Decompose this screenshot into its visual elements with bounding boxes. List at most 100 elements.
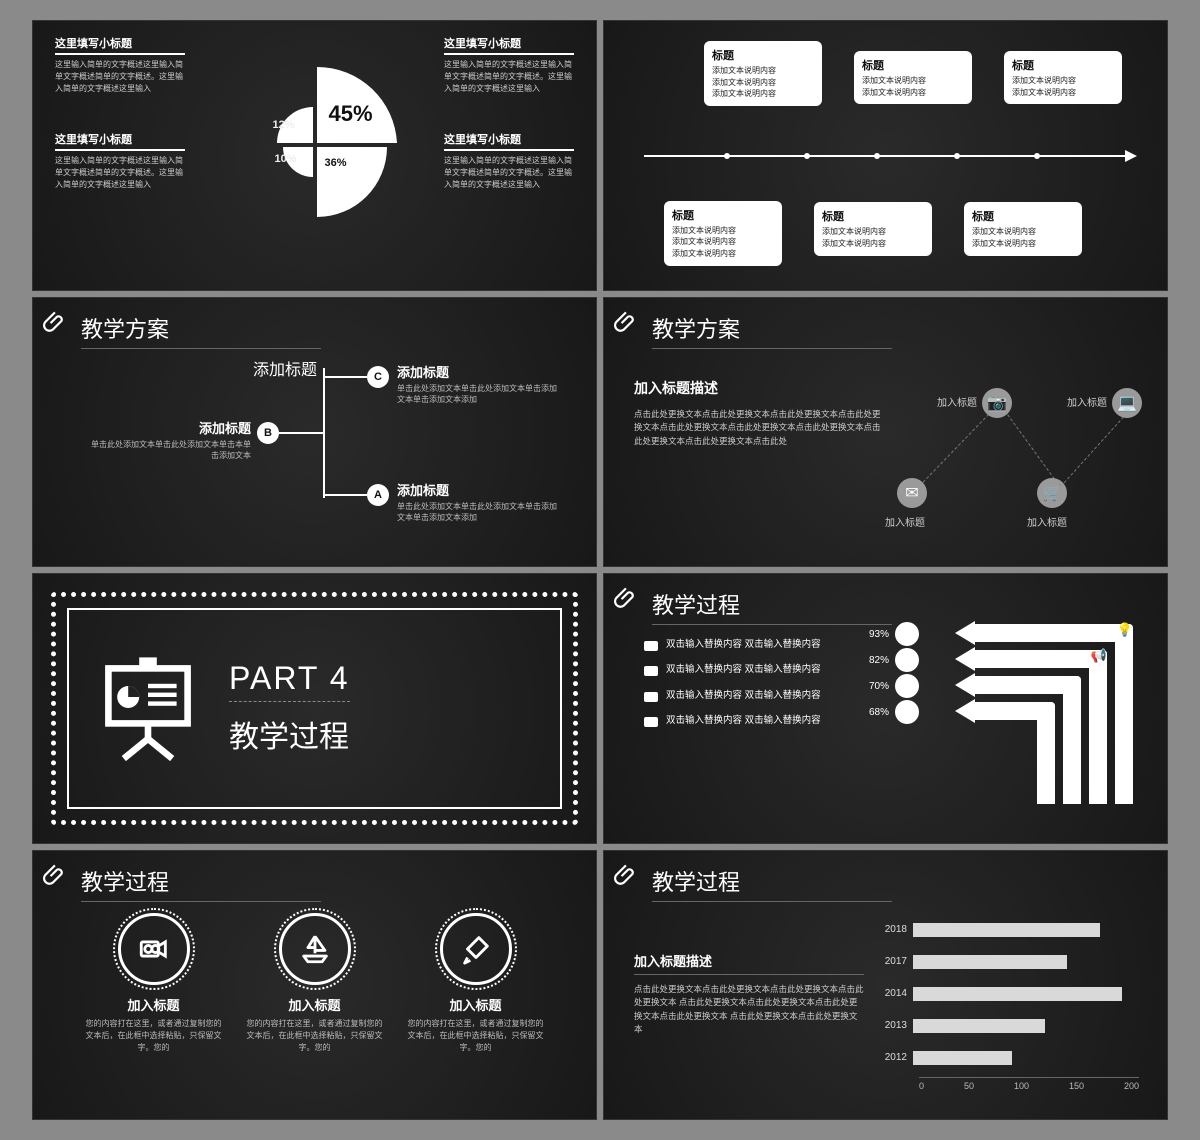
bullet-icon bbox=[644, 692, 658, 702]
boat-icon bbox=[279, 913, 351, 985]
card-body: 添加文本说明内容添加文本说明内容 bbox=[972, 226, 1074, 249]
slide-title: 教学过程 bbox=[81, 865, 321, 902]
timeline-dot bbox=[874, 153, 880, 159]
slide-pie-quarters: 这里填写小标题 这里输入简单的文字概述这里输入简单文字概述简单的文字概述。这里输… bbox=[32, 20, 597, 291]
description-block: 加入标题描述 点击此处更换文本点击此处更换文本点击此处更换文本点击此处更换文本 … bbox=[634, 951, 864, 1037]
bar-row: 2014 bbox=[879, 985, 1139, 1003]
bullet-text: 双击输入替换内容 双击输入替换内容 bbox=[666, 638, 821, 651]
node-label: 加入标题 bbox=[885, 514, 925, 529]
node-label: 加入标题 bbox=[1067, 394, 1107, 409]
laptop-icon: 💻 bbox=[1112, 388, 1142, 418]
pct-value: 93% bbox=[869, 629, 889, 640]
description-block: 加入标题描述 点击此处更换文本点击此处更换文本点击此处更换文本点击此处更换文本点… bbox=[634, 378, 884, 449]
card-body: 添加文本说明内容添加文本说明内容 bbox=[1012, 75, 1114, 98]
tree-label-b-h: 添加标题 bbox=[91, 418, 251, 437]
node-label: 加入标题 bbox=[1027, 514, 1067, 529]
pct-row-2: 82% bbox=[895, 648, 919, 672]
network-edge bbox=[1057, 412, 1127, 490]
pct-value: 70% bbox=[869, 681, 889, 692]
tree-label-c-p: 单击此处添加文本单击此处添加文本单击添加文本单击添加文本添加 bbox=[397, 383, 557, 405]
card-heading: 标题 bbox=[822, 208, 924, 224]
bullet-item: 双击输入替换内容 双击输入替换内容 bbox=[644, 663, 864, 676]
node-label: 加入标题 bbox=[937, 394, 977, 409]
tree-branch bbox=[323, 376, 367, 378]
icon-item-heading: 加入标题 bbox=[245, 995, 385, 1014]
tree-trunk bbox=[323, 368, 325, 498]
timeline-axis bbox=[644, 155, 1127, 157]
video-icon bbox=[118, 913, 190, 985]
card-heading: 标题 bbox=[672, 207, 774, 223]
icon-item-1: 加入标题 您的内容打在这里，或者通过复制您的文本后，在此框中选择粘贴，只保留文字… bbox=[84, 913, 224, 1054]
timeline-dot bbox=[1034, 153, 1040, 159]
textbox-br-heading: 这里填写小标题 bbox=[444, 131, 574, 151]
timeline-dot bbox=[804, 153, 810, 159]
pct-dot bbox=[895, 648, 919, 672]
tree-label-b-p: 单击此处添加文本单击此处添加文本单击本单击添加文本 bbox=[91, 439, 251, 461]
nested-arrows-chart: 93% 82% 70% 68% 💡 📢 ☂ ⚙ bbox=[863, 624, 1143, 814]
slide-timeline: 标题 添加文本说明内容添加文本说明内容添加文本说明内容 标题 添加文本说明内容添… bbox=[603, 20, 1168, 291]
x-tick: 50 bbox=[964, 1081, 974, 1091]
pie-chart: 12% 45% 10% 36% bbox=[225, 55, 405, 235]
pct-row-3: 70% bbox=[895, 674, 919, 698]
bar-row: 2013 bbox=[879, 1017, 1139, 1035]
icon-item-heading: 加入标题 bbox=[84, 995, 224, 1014]
bullet-text: 双击输入替换内容 双击输入替换内容 bbox=[666, 663, 821, 676]
icon-item-body: 您的内容打在这里，或者通过复制您的文本后，在此框中选择粘贴，只保留文字。您的 bbox=[245, 1018, 385, 1054]
arrowhead-icon bbox=[955, 699, 975, 723]
network-edge bbox=[912, 413, 989, 493]
textbox-bl-body: 这里输入简单的文字概述这里输入简单文字概述简单的文字概述。这里输入简单的文字概述… bbox=[55, 155, 185, 191]
paperclip-icon bbox=[614, 584, 640, 610]
slide-title: 教学过程 bbox=[652, 865, 892, 902]
y-label: 2012 bbox=[879, 1052, 913, 1063]
slide-title: 教学方案 bbox=[81, 312, 321, 349]
icon-item-2: 加入标题 您的内容打在这里，或者通过复制您的文本后，在此框中选择粘贴，只保留文字… bbox=[245, 913, 385, 1054]
slide-title: 教学过程 bbox=[652, 588, 892, 625]
slide-icon-network: 教学方案 加入标题描述 点击此处更换文本点击此处更换文本点击此处更换文本点击此处… bbox=[603, 297, 1168, 568]
part-subtitle: 教学过程 bbox=[229, 701, 350, 756]
umbrella-icon: ☂ bbox=[1063, 672, 1083, 692]
tree-label-b: 添加标题 单击此处添加文本单击此处添加文本单击本单击添加文本 bbox=[91, 418, 251, 461]
gear-icon: ⚙ bbox=[1037, 698, 1057, 718]
card-body: 添加文本说明内容添加文本说明内容添加文本说明内容 bbox=[672, 225, 774, 260]
tree-node-b: B bbox=[257, 422, 279, 444]
bullet-icon bbox=[644, 717, 658, 727]
bar bbox=[913, 955, 1067, 969]
bullet-text: 双击输入替换内容 双击输入替换内容 bbox=[666, 714, 821, 727]
paperclip-icon bbox=[614, 308, 640, 334]
bar-rows: 20182017201420132012 bbox=[879, 921, 1139, 1067]
tree-label-a-p: 单击此处添加文本单击此处添加文本单击添加文本单击添加文本添加 bbox=[397, 501, 557, 523]
bar bbox=[913, 987, 1122, 1001]
mail-icon: ✉ bbox=[897, 478, 927, 508]
tree-node-a: A bbox=[367, 484, 389, 506]
tree-label-c-h: 添加标题 bbox=[397, 362, 557, 381]
bullet-icon bbox=[644, 641, 658, 651]
y-label: 2013 bbox=[879, 1020, 913, 1031]
card-heading: 标题 bbox=[862, 57, 964, 73]
card-body: 添加文本说明内容添加文本说明内容添加文本说明内容 bbox=[712, 65, 814, 100]
textbox-br-body: 这里输入简单的文字概述这里输入简单文字概述简单的文字概述。这里输入简单的文字概述… bbox=[444, 155, 574, 191]
card-heading: 标题 bbox=[712, 47, 814, 63]
slide-three-icons: 教学过程 加入标题 您的内容打在这里，或者通过复制您的文本后，在此框中选择粘贴，… bbox=[32, 850, 597, 1121]
card-heading: 标题 bbox=[1012, 57, 1114, 73]
textbox-bl-heading: 这里填写小标题 bbox=[55, 131, 185, 151]
pie-pct-tl: 12% bbox=[273, 119, 295, 131]
megaphone-icon: 📢 bbox=[1089, 646, 1109, 666]
timeline-card-b3: 标题 添加文本说明内容添加文本说明内容 bbox=[964, 202, 1082, 255]
timeline-card-t1: 标题 添加文本说明内容添加文本说明内容添加文本说明内容 bbox=[704, 41, 822, 106]
arrowhead-icon bbox=[955, 673, 975, 697]
x-tick: 100 bbox=[1014, 1081, 1029, 1091]
textbox-bl: 这里填写小标题 这里输入简单的文字概述这里输入简单文字概述简单的文字概述。这里输… bbox=[55, 131, 185, 191]
bullet-text: 双击输入替换内容 双击输入替换内容 bbox=[666, 689, 821, 702]
textbox-tr-heading: 这里填写小标题 bbox=[444, 35, 574, 55]
textbox-tl: 这里填写小标题 这里输入简单的文字概述这里输入简单文字概述简单的文字概述。这里输… bbox=[55, 35, 185, 95]
pie-svg bbox=[225, 55, 405, 235]
timeline-card-t2: 标题 添加文本说明内容添加文本说明内容 bbox=[854, 51, 972, 104]
bar bbox=[913, 1051, 1012, 1065]
bar bbox=[913, 923, 1100, 937]
slides-grid: 这里填写小标题 这里输入简单的文字概述这里输入简单文字概述简单的文字概述。这里输… bbox=[32, 20, 1168, 1120]
icon-item-body: 您的内容打在这里，或者通过复制您的文本后，在此框中选择粘贴，只保留文字。您的 bbox=[84, 1018, 224, 1054]
textbox-tr-body: 这里输入简单的文字概述这里输入简单文字概述简单的文字概述。这里输入简单的文字概述… bbox=[444, 59, 574, 95]
camera-icon: 📷 bbox=[982, 388, 1012, 418]
brush-icon bbox=[440, 913, 512, 985]
card-body: 添加文本说明内容添加文本说明内容 bbox=[822, 226, 924, 249]
